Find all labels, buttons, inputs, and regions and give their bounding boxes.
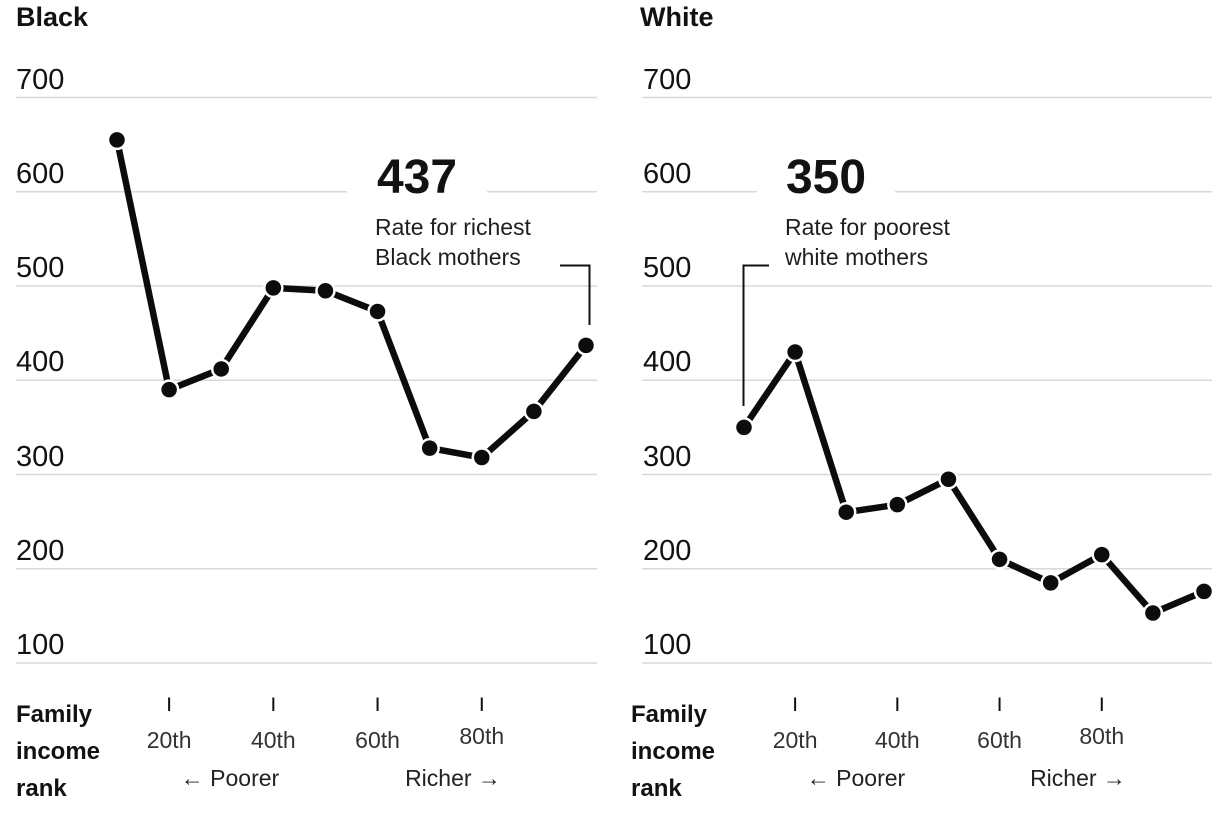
y-axis-label-600: 600 (643, 157, 692, 190)
data-point-60th (989, 549, 1010, 570)
data-point-70th (1040, 572, 1061, 594)
data-point-10th (733, 417, 755, 438)
data-point-90th (1142, 602, 1164, 624)
y-axis-label-200: 200 (16, 534, 65, 567)
data-point-90th (523, 401, 545, 422)
x-axis-title-line: rank (631, 775, 682, 802)
annotation-value-black: 437 (347, 154, 487, 202)
annotation-line: Rate for poorest (785, 214, 950, 240)
data-point-60th (367, 301, 388, 322)
annotation-line: white mothers (785, 244, 929, 270)
data-point-30th (210, 358, 232, 380)
x-axis-title-line: Family (631, 701, 708, 728)
y-axis-label-500: 500 (16, 252, 65, 284)
y-axis-label-300: 300 (16, 440, 65, 473)
x-tick-label-60th: 60th (355, 727, 400, 753)
data-point-40th (887, 494, 908, 515)
x-tick-label-80th: 80th (1079, 723, 1125, 749)
data-point-10th (106, 129, 128, 151)
direction-label-richer-white: Richer → (1030, 765, 1126, 791)
y-axis-label-200: 200 (643, 534, 692, 567)
annotation-value-white: 350 (757, 154, 895, 202)
data-point-20th (784, 341, 806, 363)
data-point-50th (315, 280, 336, 301)
x-tick-label-80th: 80th (459, 723, 505, 749)
data-point-100th (575, 335, 597, 356)
direction-label-poorer-white: ← Poorer (806, 765, 906, 791)
y-axis-label-500: 500 (643, 252, 692, 284)
x-tick-label-60th: 60th (977, 727, 1022, 753)
x-tick-label-40th: 40th (250, 727, 296, 753)
y-axis-label-700: 700 (16, 63, 65, 96)
x-axis-title-line: Family (16, 701, 93, 728)
chart-title-white: White (640, 2, 714, 32)
data-point-70th (419, 437, 440, 459)
data-point-20th (158, 379, 180, 400)
data-point-40th (263, 277, 284, 299)
x-axis-title-white: Family income rank (631, 696, 715, 807)
direction-label-poorer-black: ← Poorer (180, 765, 280, 791)
x-tick-label-20th: 20th (772, 727, 818, 753)
annotation-callout-line (742, 264, 769, 406)
annotation-label-black: Rate for richest Black mothers (375, 212, 535, 272)
data-point-30th (835, 501, 857, 523)
x-axis-title-line: income (631, 738, 716, 765)
annotation-line: Rate for richest (375, 214, 531, 240)
x-tick-label-20th: 20th (146, 727, 192, 753)
black-chart-plot (16, 96, 597, 711)
y-axis-label-700: 700 (643, 63, 692, 96)
direction-label-richer-black: Richer → (405, 765, 501, 791)
black-rate-line (113, 139, 589, 461)
x-axis-title-line: rank (16, 775, 67, 802)
x-tick-label-40th: 40th (874, 727, 920, 753)
y-axis-label-400: 400 (643, 346, 692, 379)
annotation-callout-line (560, 264, 591, 325)
y-axis-label-400: 400 (16, 346, 65, 379)
data-point-80th (1091, 544, 1113, 565)
y-axis-label-300: 300 (643, 440, 692, 473)
chart-title-black: Black (16, 2, 89, 32)
y-axis-label-100: 100 (16, 629, 65, 661)
y-axis-label-100: 100 (643, 629, 692, 661)
white-rate-line (741, 348, 1206, 617)
x-axis-title-black: Family income rank (16, 696, 100, 807)
data-point-100th (1193, 581, 1215, 602)
data-point-50th (938, 468, 959, 490)
annotation-label-white: Rate for poorest white mothers (785, 212, 954, 272)
data-point-80th (471, 447, 493, 468)
x-axis-title-line: income (16, 738, 101, 765)
y-axis-label-600: 600 (16, 157, 65, 190)
white-chart-plot (642, 96, 1215, 711)
annotation-line: Black mothers (375, 244, 521, 270)
